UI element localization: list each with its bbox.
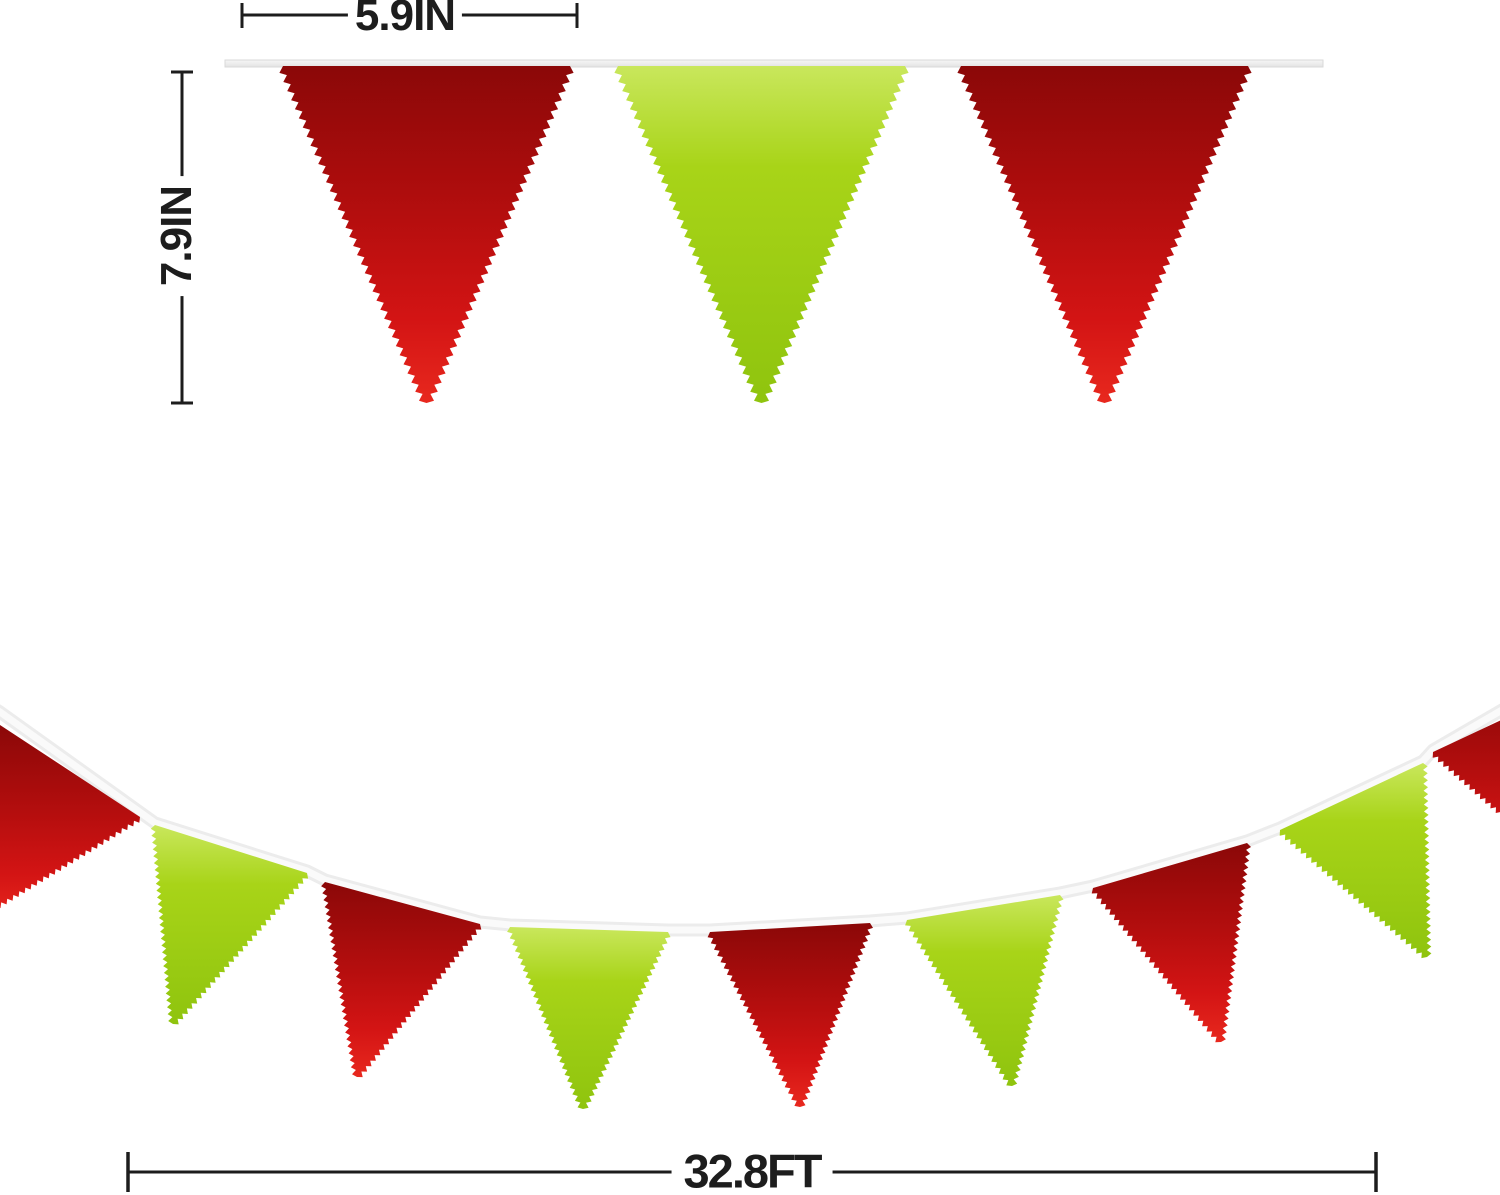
pennant-flag-red (957, 66, 1252, 403)
pennant-flag-red (1091, 843, 1251, 1043)
garland-string-highlight (0, 707, 1500, 934)
flag-width-dimension-label: 5.9IN (347, 0, 463, 40)
pennant-flag-green (150, 825, 309, 1025)
top-ribbon (224, 59, 1324, 68)
pennant-flag-green (507, 927, 671, 1109)
pennant-flag-red (1432, 720, 1500, 813)
flag-height-dimension-label: 7.9IN (152, 175, 201, 297)
banner-length-dimension-label: 32.8FT (671, 1145, 833, 1195)
pennant-flag-green (1279, 763, 1432, 959)
pennant-flag-red (279, 66, 574, 403)
pennant-flag-green (905, 895, 1064, 1086)
pennant-flag-red (0, 725, 140, 909)
pennant-flag-red (321, 882, 482, 1078)
pennant-flag-red (707, 923, 873, 1107)
pennant-flag-green (614, 66, 909, 403)
